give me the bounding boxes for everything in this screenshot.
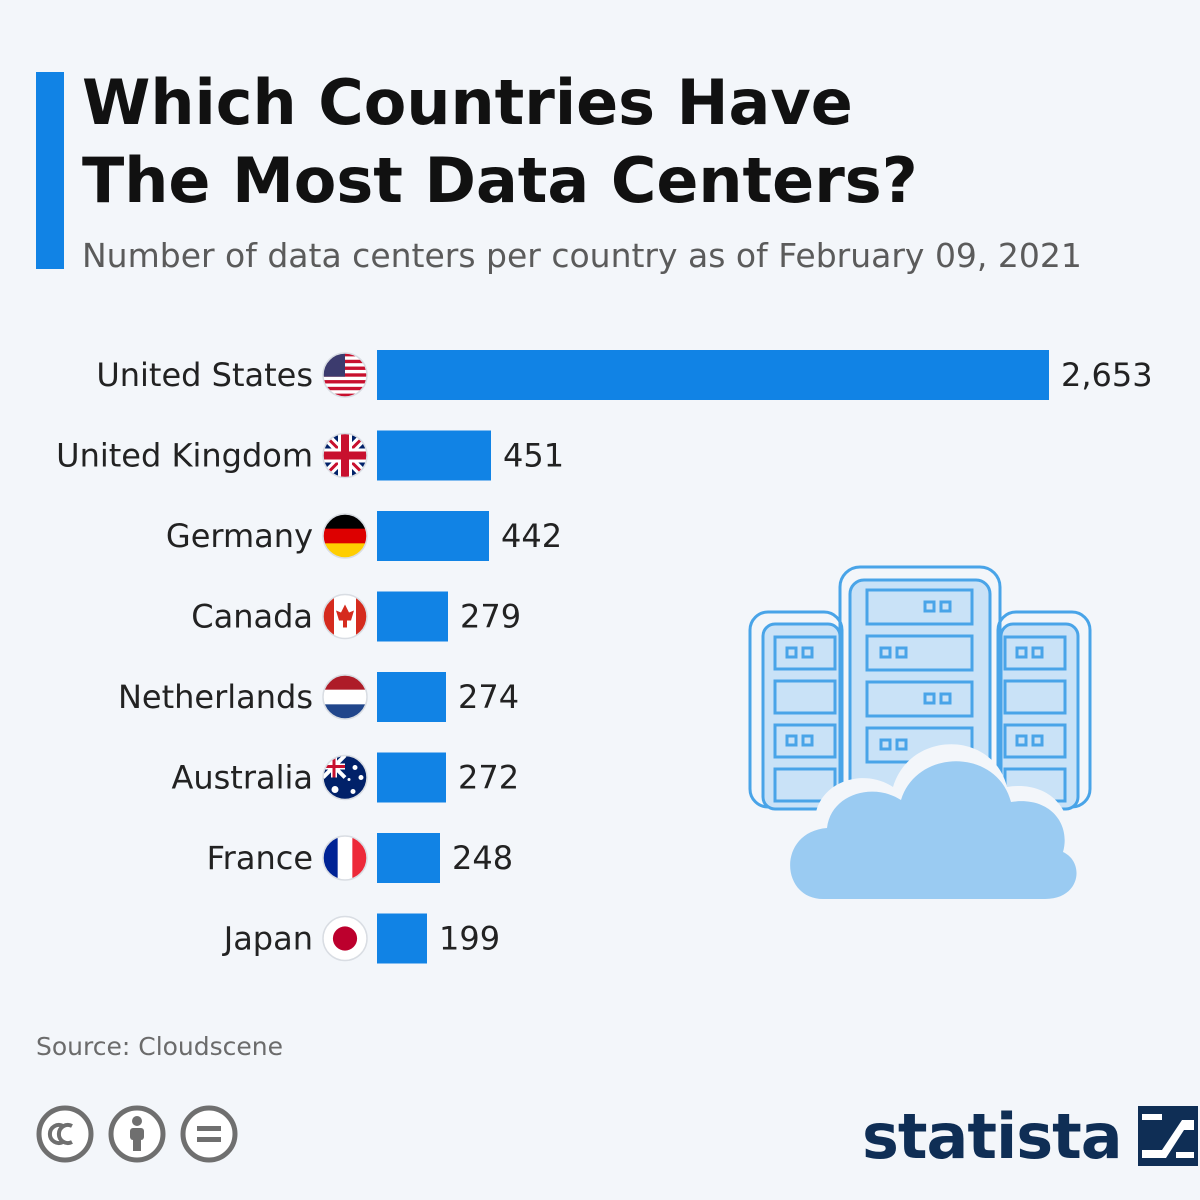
bar-row: Netherlands 274 (118, 672, 519, 722)
category-label: Netherlands (118, 678, 313, 716)
statista-logo-icon (1137, 1106, 1198, 1166)
bar (377, 833, 440, 883)
attribution-icon[interactable] (108, 1105, 166, 1163)
category-label: Australia (171, 759, 313, 797)
flag-netherlands-icon (322, 674, 368, 720)
bar-row: Japan 199 (222, 913, 500, 964)
statista-brand[interactable]: statista (862, 1096, 1198, 1176)
bar (377, 913, 427, 964)
bar-chart: United States 2,653 United Kingdom 451 Germa… (56, 350, 1153, 964)
value-label: 272 (458, 759, 519, 797)
flag-france-icon (322, 835, 368, 881)
bar-row: Germany 442 (166, 511, 562, 561)
value-label: 274 (458, 678, 519, 716)
bar-row: United Kingdom 451 (56, 430, 564, 481)
value-label: 248 (452, 839, 513, 877)
value-label: 451 (503, 437, 564, 475)
category-label: United States (96, 356, 313, 394)
license-icons (36, 1105, 238, 1163)
title-accent-bar (36, 72, 64, 269)
bar-row: Canada 279 (191, 591, 521, 642)
bar-row: United States 2,653 (96, 350, 1153, 400)
bar (377, 672, 446, 722)
value-label: 199 (439, 920, 500, 958)
cloud-shape (778, 744, 1085, 899)
value-label: 2,653 (1061, 356, 1153, 394)
value-label: 442 (501, 517, 562, 555)
brand-name: statista (862, 1099, 1123, 1173)
category-label: United Kingdom (56, 437, 313, 475)
value-label: 279 (460, 598, 521, 636)
category-label: Germany (166, 517, 313, 555)
server-cloud-icon (748, 565, 1092, 899)
category-label: Canada (191, 598, 313, 636)
left-server-rack (748, 610, 844, 811)
source-note: Source: Cloudscene (36, 1032, 284, 1061)
flag-canada-icon (322, 593, 368, 640)
no-derivatives-icon[interactable] (180, 1105, 238, 1163)
bar (377, 430, 491, 481)
bar (377, 511, 489, 561)
category-label: Japan (222, 920, 313, 958)
flag-us-icon (322, 352, 368, 398)
cc-icon[interactable] (36, 1105, 94, 1163)
flag-uk-icon (322, 432, 368, 479)
right-server-rack (996, 610, 1092, 811)
chart-title: Which Countries Have The Most Data Cente… (82, 66, 918, 217)
bar (377, 591, 448, 642)
bar-row: France 248 (207, 833, 513, 883)
chart-subtitle: Number of data centers per country as of… (82, 236, 1082, 275)
flag-japan-icon (322, 915, 368, 962)
bar (377, 350, 1049, 400)
category-label: France (207, 839, 313, 877)
bar-row: Australia 272 (171, 752, 519, 803)
flag-australia-icon (322, 754, 368, 801)
bar (377, 752, 446, 803)
flag-germany-icon (322, 513, 368, 559)
